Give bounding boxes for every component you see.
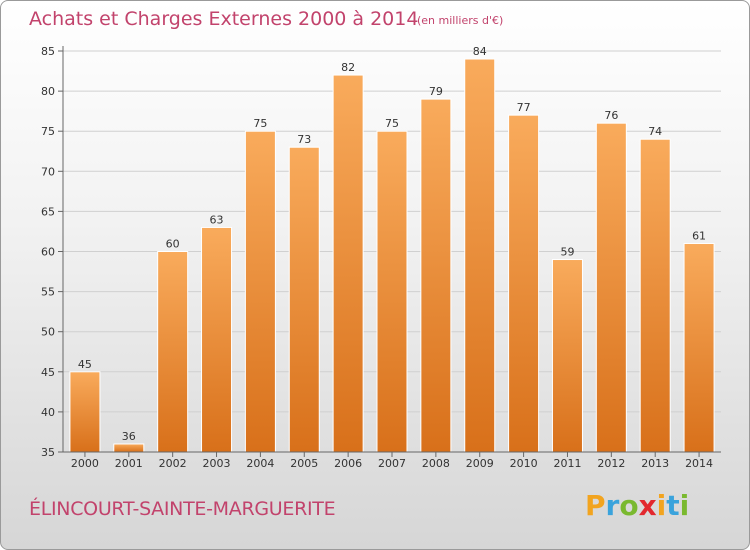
y-tick-label: 60 (41, 246, 55, 259)
value-label-2006: 82 (341, 61, 355, 74)
x-tick-label-2004: 2004 (246, 457, 274, 470)
bars (69, 58, 715, 453)
y-tick-label: 40 (41, 406, 55, 419)
logo-letter: x (638, 489, 657, 522)
y-tick-label: 45 (41, 366, 55, 379)
x-tick-label-2010: 2010 (510, 457, 538, 470)
value-label-2013: 74 (648, 125, 662, 138)
y-tick-label: 75 (41, 125, 55, 138)
value-label-2010: 77 (517, 101, 531, 114)
bar-2001[interactable] (113, 443, 145, 453)
logo-letter: i (679, 489, 690, 522)
chart-subtitle: (en milliers d'€) (417, 14, 504, 27)
logo-letter: o (619, 489, 639, 522)
x-tick-label-2003: 2003 (203, 457, 231, 470)
axes (58, 46, 721, 457)
value-label-2003: 63 (210, 213, 224, 226)
y-tick-label: 35 (41, 446, 55, 459)
x-tick-label-2008: 2008 (422, 457, 450, 470)
value-label-2011: 59 (560, 246, 574, 259)
value-label-2012: 76 (604, 109, 618, 122)
value-label-2000: 45 (78, 358, 92, 371)
x-tick-label-2007: 2007 (378, 457, 406, 470)
bar-2010[interactable] (508, 114, 540, 453)
commune-name: ÉLINCOURT-SAINTE-MARGUERITE (29, 498, 336, 520)
value-label-2007: 75 (385, 117, 399, 130)
logo-letter: i (656, 489, 667, 522)
value-label-2001: 36 (122, 430, 136, 443)
value-label-2014: 61 (692, 229, 706, 242)
bar-2012[interactable] (595, 122, 627, 453)
labels: 35 40 45 50 55 60 65 70 75 80 85 45 2000 36 2001 60 2002… (41, 45, 713, 470)
proxiti-logo[interactable]: Proxiti (585, 489, 689, 522)
y-tick-label: 70 (41, 165, 55, 178)
value-label-2009: 84 (473, 45, 487, 58)
x-tick-label-2000: 2000 (71, 457, 99, 470)
x-tick-label-2014: 2014 (685, 457, 713, 470)
x-tick-label-2012: 2012 (597, 457, 625, 470)
bar-2007[interactable] (376, 130, 408, 453)
y-tick-label: 80 (41, 85, 55, 98)
y-tick-label: 55 (41, 286, 55, 299)
logo-letter: r (605, 489, 620, 522)
x-tick-label-2009: 2009 (466, 457, 494, 470)
bar-2004[interactable] (244, 130, 276, 453)
x-tick-label-2013: 2013 (641, 457, 669, 470)
x-tick-label-2011: 2011 (553, 457, 581, 470)
y-tick-label: 85 (41, 45, 55, 58)
y-tick-label: 50 (41, 326, 55, 339)
bar-2003[interactable] (201, 226, 233, 453)
y-tick-label: 65 (41, 205, 55, 218)
value-label-2002: 60 (166, 238, 180, 251)
x-tick-label-2002: 2002 (159, 457, 187, 470)
bar-2000[interactable] (69, 371, 101, 453)
bar-2006[interactable] (332, 74, 364, 453)
value-label-2004: 75 (253, 117, 267, 130)
logo-letter: P (585, 489, 606, 522)
value-label-2005: 73 (297, 133, 311, 146)
value-label-2008: 79 (429, 85, 443, 98)
logo-letter: t (666, 489, 680, 522)
x-tick-label-2001: 2001 (115, 457, 143, 470)
bar-2009[interactable] (464, 58, 496, 453)
bar-2005[interactable] (288, 146, 320, 453)
bar-2011[interactable] (551, 259, 583, 453)
chart-title: Achats et Charges Externes 2000 à 2014 (29, 8, 419, 30)
x-tick-label-2006: 2006 (334, 457, 362, 470)
bar-2008[interactable] (420, 98, 452, 453)
bar-2013[interactable] (639, 138, 671, 453)
bar-2002[interactable] (157, 251, 189, 453)
bar-2014[interactable] (683, 242, 715, 453)
x-tick-label-2005: 2005 (290, 457, 318, 470)
